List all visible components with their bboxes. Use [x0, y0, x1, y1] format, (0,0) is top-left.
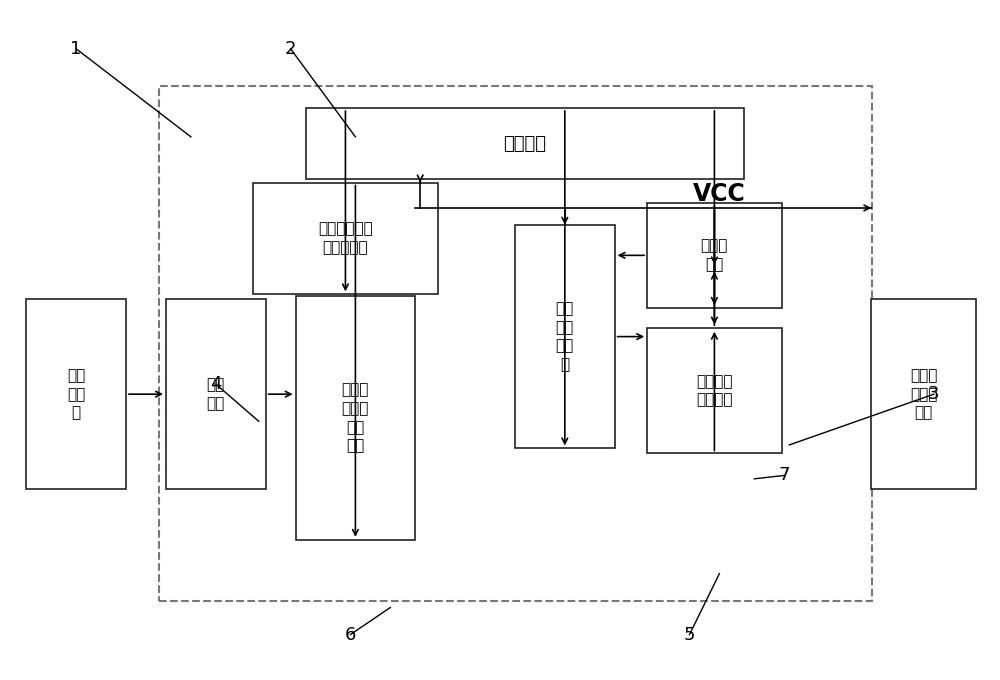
- Bar: [253, 182, 438, 294]
- Text: 电流
互感
器: 电流 互感 器: [67, 368, 85, 420]
- Bar: [647, 203, 782, 308]
- Bar: [515, 225, 615, 448]
- Bar: [647, 328, 782, 454]
- Bar: [159, 86, 872, 600]
- Bar: [166, 299, 266, 489]
- Text: 超级电
容器: 超级电 容器: [701, 239, 728, 272]
- Text: 双向可控
开关电路: 双向可控 开关电路: [696, 374, 733, 407]
- Text: 充放
电控
制电
路: 充放 电控 制电 路: [556, 301, 574, 372]
- Text: 预充电
及旁路
开关
电路: 预充电 及旁路 开关 电路: [342, 382, 369, 454]
- Text: 整流
电路: 整流 电路: [207, 377, 225, 411]
- Text: 6: 6: [345, 626, 356, 643]
- Bar: [26, 299, 126, 489]
- Text: 5: 5: [684, 626, 695, 643]
- Text: 基准电路: 基准电路: [503, 135, 546, 152]
- Text: 线路故
障检测
装置: 线路故 障检测 装置: [910, 368, 938, 420]
- Text: 3: 3: [928, 385, 940, 403]
- Bar: [306, 108, 744, 179]
- Text: 4: 4: [210, 375, 222, 393]
- Bar: [871, 299, 976, 489]
- Bar: [296, 296, 415, 540]
- Text: 过压控制及控
制驱动电路: 过压控制及控 制驱动电路: [318, 222, 373, 255]
- Text: VCC: VCC: [693, 182, 746, 207]
- Text: 7: 7: [778, 466, 790, 484]
- Text: 2: 2: [285, 40, 296, 58]
- Text: 1: 1: [70, 40, 82, 58]
